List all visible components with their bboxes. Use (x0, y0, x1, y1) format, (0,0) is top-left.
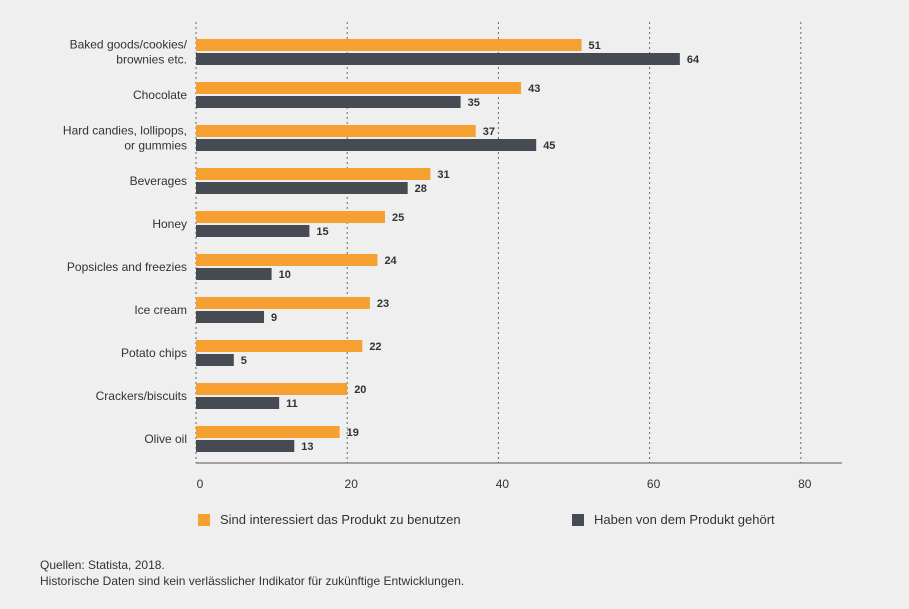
data-label: 64 (687, 54, 700, 66)
legend-swatch-heard (572, 513, 584, 526)
bar-heard (196, 225, 310, 237)
data-label: 11 (286, 398, 298, 410)
bar-interested (196, 211, 385, 223)
category-label: Honey (152, 217, 187, 231)
bar-interested (196, 426, 340, 438)
bar-heard (196, 182, 408, 194)
category-label: Ice cream (134, 303, 187, 317)
data-label: 28 (415, 183, 427, 195)
bar-interested (196, 383, 348, 395)
data-label: 10 (279, 269, 291, 281)
category-label: Hard candies, lollipops, or gummies (63, 124, 187, 153)
data-label: 51 (589, 40, 601, 52)
data-label: 45 (543, 140, 555, 152)
category-label: Crackers/biscuits (96, 389, 187, 403)
data-label: 19 (347, 427, 359, 439)
data-label: 37 (483, 126, 495, 138)
bar-heard (196, 311, 265, 323)
category-label: Chocolate (133, 88, 187, 102)
legend-label-heard: Haben von dem Produkt gehört (594, 512, 775, 527)
category-label: Baked goods/cookies/brownies etc. (70, 38, 188, 67)
x-tick-label: 80 (798, 477, 812, 491)
bar-interested (196, 297, 370, 309)
data-label: 15 (316, 226, 328, 238)
bar-heard (196, 53, 680, 65)
legend-item-heard: Haben von dem Produkt gehört (572, 512, 775, 527)
bar-interested (196, 82, 522, 94)
category-label: Potato chips (121, 346, 187, 360)
bar-heard (196, 139, 537, 151)
x-tick-label: 20 (345, 477, 359, 491)
bar-interested (196, 254, 378, 266)
category-label: Olive oil (144, 432, 187, 446)
data-label: 23 (377, 298, 389, 310)
data-label: 35 (468, 97, 480, 109)
bar-heard (196, 268, 272, 280)
bar-interested (196, 168, 431, 180)
data-label: 43 (528, 83, 540, 95)
category-label: Beverages (130, 174, 187, 188)
bar-interested (196, 39, 582, 51)
legend-label-interested: Sind interessiert das Produkt zu benutze… (220, 512, 461, 527)
data-label: 22 (369, 341, 381, 353)
data-label: 5 (241, 355, 247, 367)
source-line: Quellen: Statista, 2018. (40, 558, 165, 572)
legend-swatch-interested (198, 513, 210, 526)
x-tick-label: 0 (197, 477, 204, 491)
source-note: Quellen: Statista, 2018. Historische Dat… (40, 557, 464, 589)
bar-interested (196, 125, 476, 137)
legend-item-interested: Sind interessiert das Produkt zu benutze… (198, 512, 461, 527)
bar-heard (196, 96, 461, 108)
data-label: 25 (392, 212, 404, 224)
category-label: Popsicles and freezies (67, 260, 187, 274)
data-label: 13 (301, 441, 313, 453)
disclaimer-line: Historische Daten sind kein verlässliche… (40, 574, 465, 588)
x-tick-label: 60 (647, 477, 661, 491)
bar-heard (196, 354, 234, 366)
bar-interested (196, 340, 363, 352)
bar-heard (196, 397, 280, 409)
bar-chart: 0 20 40 60 80 51 64 Baked goods/cookies/brownie… (63, 22, 842, 491)
data-label: 20 (354, 384, 366, 396)
bar-heard (196, 440, 295, 452)
data-label: 31 (437, 169, 449, 181)
data-label: 9 (271, 312, 277, 324)
x-tick-label: 40 (496, 477, 510, 491)
data-label: 24 (384, 255, 397, 267)
